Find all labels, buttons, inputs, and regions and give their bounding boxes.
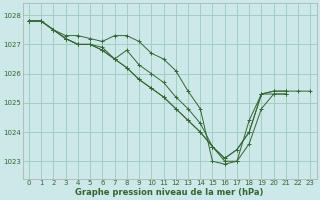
X-axis label: Graphe pression niveau de la mer (hPa): Graphe pression niveau de la mer (hPa) (76, 188, 264, 197)
